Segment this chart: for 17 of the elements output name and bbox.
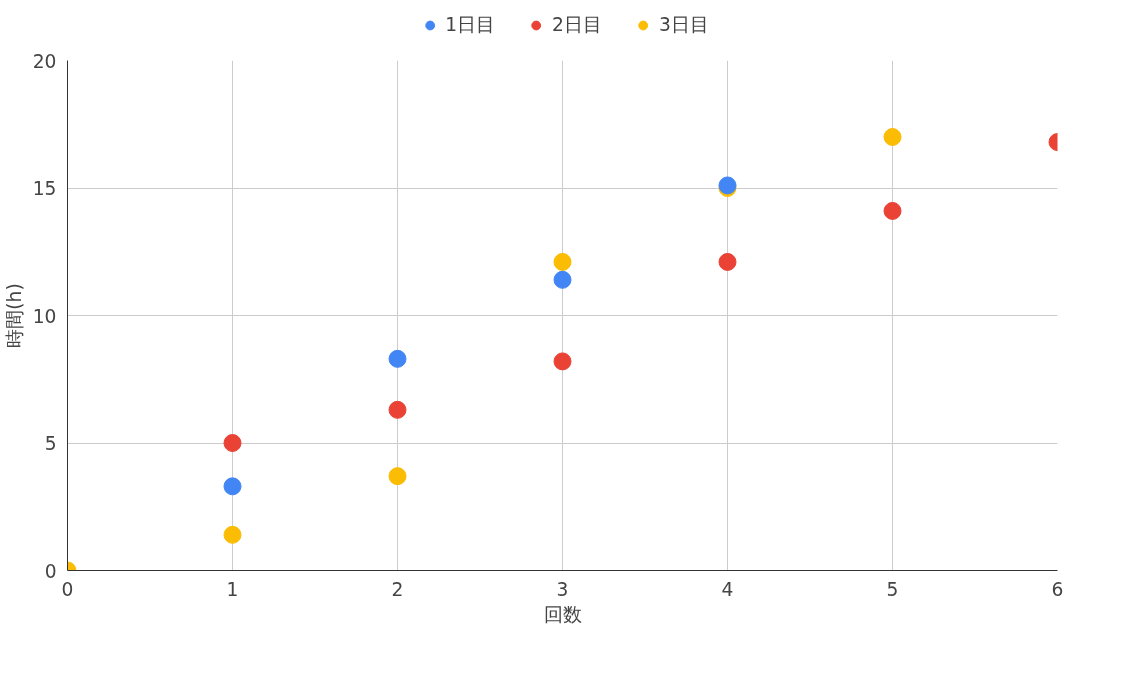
x-tick-label: 6 bbox=[1051, 578, 1064, 600]
legend-label: 2日目 bbox=[552, 13, 602, 37]
y-tick-label: 20 bbox=[32, 50, 57, 72]
x-tick-label: 5 bbox=[886, 578, 899, 600]
y-tick-label: 15 bbox=[32, 178, 57, 199]
y-tick-label: 0 bbox=[44, 560, 57, 582]
x-axis-title: 回数 bbox=[543, 603, 582, 625]
y-tick-label: 5 bbox=[44, 433, 57, 454]
y-axis-title: 時間(h) bbox=[3, 283, 25, 348]
legend-label: 1日目 bbox=[445, 13, 496, 37]
x-tick-label: 4 bbox=[721, 578, 734, 600]
x-tick-label: 3 bbox=[556, 578, 569, 600]
y-tick-label: 10 bbox=[32, 305, 57, 327]
x-tick-label: 2 bbox=[391, 578, 404, 600]
x-tick-label: 0 bbox=[61, 578, 74, 600]
x-tick-label: 1 bbox=[226, 578, 239, 600]
legend-label: 3日目 bbox=[658, 13, 709, 37]
